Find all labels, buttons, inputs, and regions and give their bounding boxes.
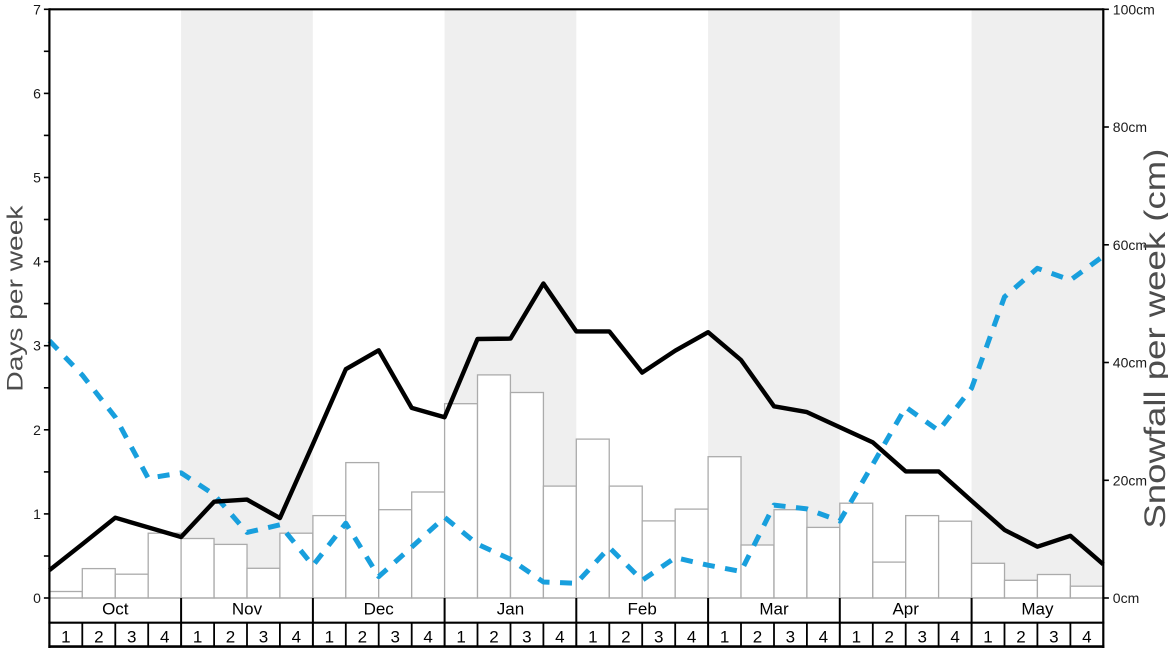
svg-text:3: 3 <box>127 628 136 647</box>
svg-text:1: 1 <box>720 628 729 647</box>
svg-text:1: 1 <box>983 628 992 647</box>
svg-text:3: 3 <box>390 628 399 647</box>
svg-text:20cm: 20cm <box>1113 472 1147 488</box>
svg-text:100cm: 100cm <box>1113 1 1155 17</box>
svg-text:0: 0 <box>33 590 41 606</box>
svg-text:4: 4 <box>819 628 828 647</box>
svg-text:3: 3 <box>654 628 663 647</box>
svg-text:3: 3 <box>786 628 795 647</box>
svg-text:May: May <box>1021 599 1054 618</box>
svg-text:Jan: Jan <box>497 599 524 618</box>
svg-text:0cm: 0cm <box>1113 590 1139 606</box>
svg-text:4: 4 <box>950 628 959 647</box>
svg-text:1: 1 <box>852 628 861 647</box>
svg-text:2: 2 <box>94 628 103 647</box>
svg-text:5: 5 <box>33 170 41 186</box>
svg-text:3: 3 <box>917 628 926 647</box>
svg-text:2: 2 <box>753 628 762 647</box>
svg-text:1: 1 <box>325 628 334 647</box>
svg-text:2: 2 <box>33 422 41 438</box>
svg-text:4: 4 <box>555 628 564 647</box>
svg-text:3: 3 <box>33 338 41 354</box>
svg-text:80cm: 80cm <box>1113 119 1147 135</box>
svg-text:Dec: Dec <box>364 599 395 618</box>
svg-text:1: 1 <box>193 628 202 647</box>
svg-text:3: 3 <box>1049 628 1058 647</box>
svg-text:2: 2 <box>1016 628 1025 647</box>
svg-text:4: 4 <box>1082 628 1091 647</box>
svg-text:Oct: Oct <box>102 599 129 618</box>
svg-text:2: 2 <box>489 628 498 647</box>
svg-text:4: 4 <box>423 628 432 647</box>
svg-text:1: 1 <box>456 628 465 647</box>
svg-text:7: 7 <box>33 1 41 17</box>
svg-text:2: 2 <box>358 628 367 647</box>
svg-text:Feb: Feb <box>628 599 657 618</box>
svg-text:1: 1 <box>33 506 41 522</box>
svg-text:4: 4 <box>687 628 696 647</box>
svg-text:2: 2 <box>621 628 630 647</box>
svg-text:Mar: Mar <box>759 599 789 618</box>
svg-text:3: 3 <box>259 628 268 647</box>
svg-text:Snowfall per week (cm): Snowfall per week (cm) <box>1139 149 1168 529</box>
svg-text:2: 2 <box>884 628 893 647</box>
svg-text:4: 4 <box>160 628 169 647</box>
svg-text:3: 3 <box>522 628 531 647</box>
svg-text:4: 4 <box>292 628 301 647</box>
svg-text:1: 1 <box>61 628 70 647</box>
svg-text:6: 6 <box>33 85 41 101</box>
svg-text:Apr: Apr <box>892 599 919 618</box>
svg-text:40cm: 40cm <box>1113 355 1147 371</box>
svg-text:1: 1 <box>588 628 597 647</box>
svg-text:2: 2 <box>226 628 235 647</box>
svg-text:60cm: 60cm <box>1113 237 1147 253</box>
svg-text:Days per week: Days per week <box>2 204 27 391</box>
svg-text:4: 4 <box>33 254 41 270</box>
svg-text:Nov: Nov <box>232 599 263 618</box>
